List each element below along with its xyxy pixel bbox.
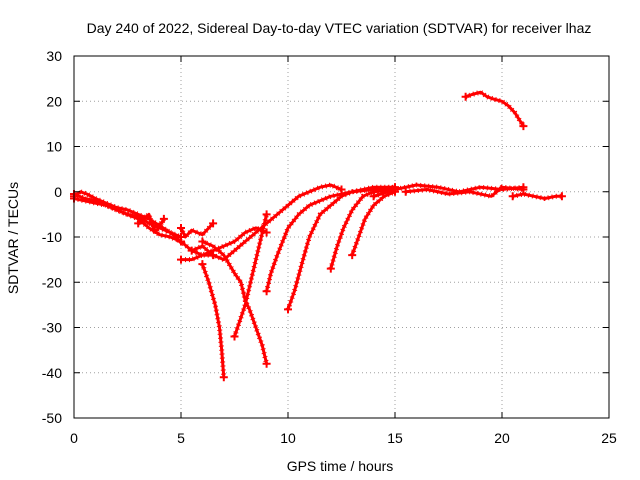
data-point-marker	[177, 223, 185, 232]
series-arc-5-markers	[178, 221, 215, 242]
data-point-marker	[187, 246, 196, 255]
series-arc-15-markers	[372, 182, 524, 199]
data-point-marker	[519, 185, 528, 194]
series-arc-10	[233, 212, 269, 339]
x-tick-label: 25	[601, 430, 617, 446]
data-point-marker	[519, 122, 528, 131]
chart-title: Day 240 of 2022, Sidereal Day-to-day VTE…	[87, 20, 592, 36]
y-tick-label: 0	[54, 184, 62, 200]
data-point-marker	[198, 237, 207, 246]
series-arc-3	[72, 192, 183, 239]
x-tick-label: 0	[70, 430, 78, 446]
x-tick-label: 10	[280, 430, 296, 446]
series-arc-4	[136, 212, 166, 234]
series-arc-6	[179, 226, 269, 262]
x-tick-label: 15	[387, 430, 403, 446]
y-tick-label: -10	[42, 229, 62, 245]
data-point-marker	[159, 214, 168, 223]
tick-layer: 0 5 10 15 20 25 -50 -40 -30 -20 -10 0 10 20 30	[42, 48, 617, 446]
data-point-marker	[230, 332, 239, 341]
x-tick-label: 20	[494, 430, 510, 446]
data-point-marker	[508, 192, 517, 201]
data-point-marker	[326, 264, 335, 273]
series-arc-12	[286, 185, 397, 311]
data-point-marker	[134, 219, 143, 228]
x-axis-label: GPS time / hours	[287, 458, 394, 474]
series-arc-3-markers	[73, 191, 182, 240]
series-arc-8	[200, 262, 226, 379]
y-tick-label: -50	[42, 410, 62, 426]
data-point-marker	[262, 359, 271, 368]
y-tick-label: 30	[46, 48, 62, 64]
series-arc-11-markers	[264, 184, 395, 292]
data-point-marker	[219, 373, 228, 382]
series-arc-18-markers	[464, 89, 526, 128]
series-arc-13	[329, 188, 397, 271]
series-arc-10-markers	[232, 213, 270, 338]
series-arc-14	[350, 190, 397, 257]
series-arc-16-markers	[405, 184, 524, 199]
data-point-marker	[284, 305, 292, 314]
series-arc-8-markers	[200, 263, 227, 378]
y-tick-label: 10	[46, 139, 62, 155]
data-point-marker	[262, 287, 271, 296]
series-arc-7	[190, 183, 343, 262]
series-arc-12-markers	[285, 184, 396, 311]
y-tick-label: -20	[42, 274, 62, 290]
series-arc-17-markers	[512, 191, 562, 202]
series-arc-9	[200, 240, 269, 366]
y-tick-label: -40	[42, 365, 62, 381]
y-axis-label: SDTVAR / TECUs	[5, 182, 21, 294]
data-point-marker	[401, 187, 410, 196]
data-point-marker	[461, 92, 470, 101]
data-point-marker	[557, 192, 566, 201]
data-point-marker	[209, 219, 218, 228]
y-tick-label: -30	[42, 320, 62, 336]
y-tick-label: 20	[46, 93, 62, 109]
data-point-marker	[198, 260, 207, 269]
data-layer	[70, 89, 566, 382]
data-point-marker	[177, 255, 185, 264]
data-point-marker	[262, 210, 271, 219]
data-point-marker	[369, 192, 378, 201]
series-arc-1	[72, 190, 215, 257]
x-tick-label: 5	[177, 430, 185, 446]
series-arc-18	[464, 90, 525, 128]
data-point-marker	[348, 251, 357, 260]
